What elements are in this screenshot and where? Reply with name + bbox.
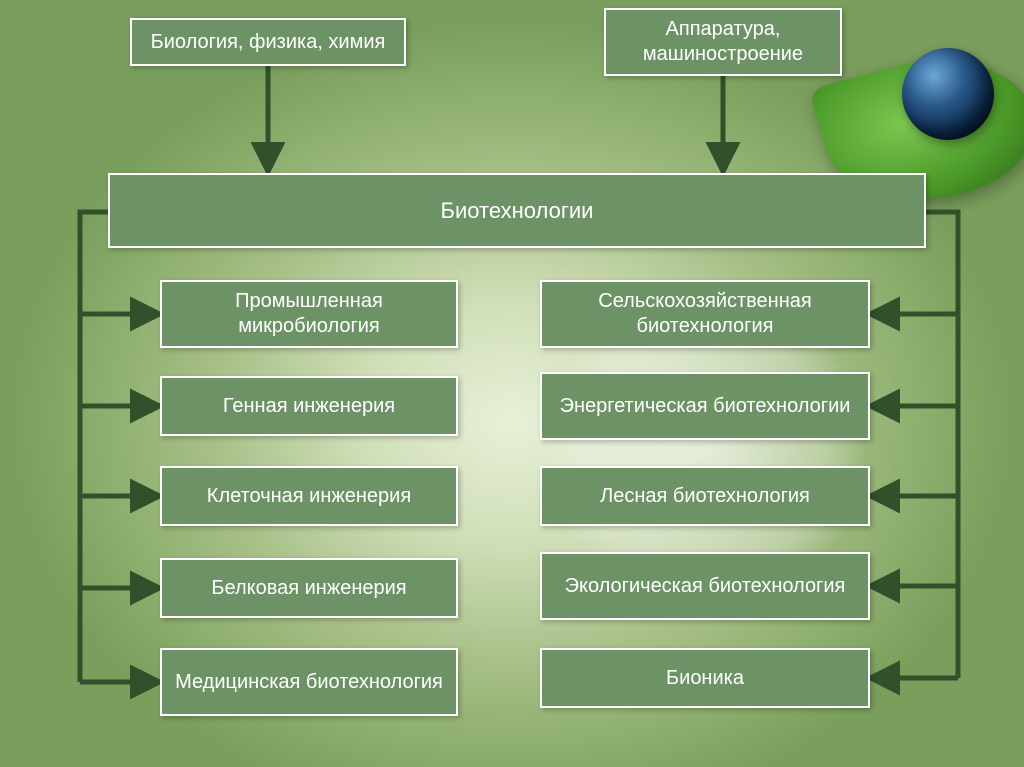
node-left-3: Белковая инженерия — [160, 558, 458, 618]
node-label: Энергетическая биотехнологии — [560, 394, 851, 419]
node-left-1: Генная инженерия — [160, 376, 458, 436]
node-label: Экологическая биотехнология — [565, 574, 846, 599]
node-left-0: Промышленная микробиология — [160, 280, 458, 348]
node-label: Промышленная микробиология — [172, 289, 446, 339]
node-right-4: Бионика — [540, 648, 870, 708]
node-label: Белковая инженерия — [211, 576, 406, 601]
node-left-2: Клеточная инженерия — [160, 466, 458, 526]
node-label: Генная инженерия — [223, 394, 395, 419]
node-label: Сельскохозяйственная биотехнология — [552, 289, 858, 339]
node-label: Медицинская биотехнология — [175, 670, 443, 695]
node-right-0: Сельскохозяйственная биотехнология — [540, 280, 870, 348]
node-input-equipment: Аппаратура, машиностроение — [604, 8, 842, 76]
node-input-sciences: Биология, физика, химия — [130, 18, 406, 66]
node-right-2: Лесная биотехнология — [540, 466, 870, 526]
node-right-3: Экологическая биотехнология — [540, 552, 870, 620]
node-label: Лесная биотехнология — [600, 484, 810, 509]
node-label: Аппаратура, машиностроение — [616, 17, 830, 67]
node-label: Клеточная инженерия — [207, 484, 411, 509]
globe-decoration — [902, 48, 994, 140]
node-left-4: Медицинская биотехнология — [160, 648, 458, 716]
node-label: Биология, физика, химия — [151, 30, 386, 55]
node-label: Биотехнологии — [441, 197, 594, 225]
node-center-biotech: Биотехнологии — [108, 173, 926, 248]
node-label: Бионика — [666, 666, 744, 691]
node-right-1: Энергетическая биотехнологии — [540, 372, 870, 440]
